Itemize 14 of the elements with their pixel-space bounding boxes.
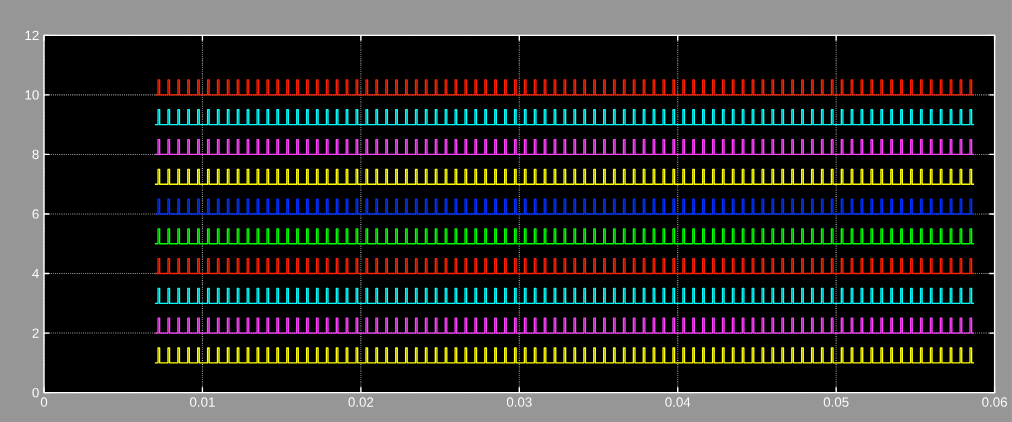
y-tick-label: 0 xyxy=(32,387,39,398)
x-tick-label: 0.01 xyxy=(189,397,215,407)
x-tick-label: 0.05 xyxy=(823,397,849,407)
y-tick-label: 4 xyxy=(32,268,39,279)
y-tick-label: 10 xyxy=(25,90,39,100)
y-tick-label: 12 xyxy=(25,30,39,40)
y-tick-label: 8 xyxy=(32,149,39,160)
x-tick-label: 0.03 xyxy=(506,397,532,407)
x-tick-label: 0 xyxy=(40,397,48,407)
x-tick-label: 0.02 xyxy=(348,397,374,407)
y-tick-label: 6 xyxy=(32,209,39,219)
x-tick-label: 0.04 xyxy=(665,397,691,407)
x-tick-label: 0.06 xyxy=(982,397,1007,407)
y-tick-label: 2 xyxy=(32,328,39,338)
